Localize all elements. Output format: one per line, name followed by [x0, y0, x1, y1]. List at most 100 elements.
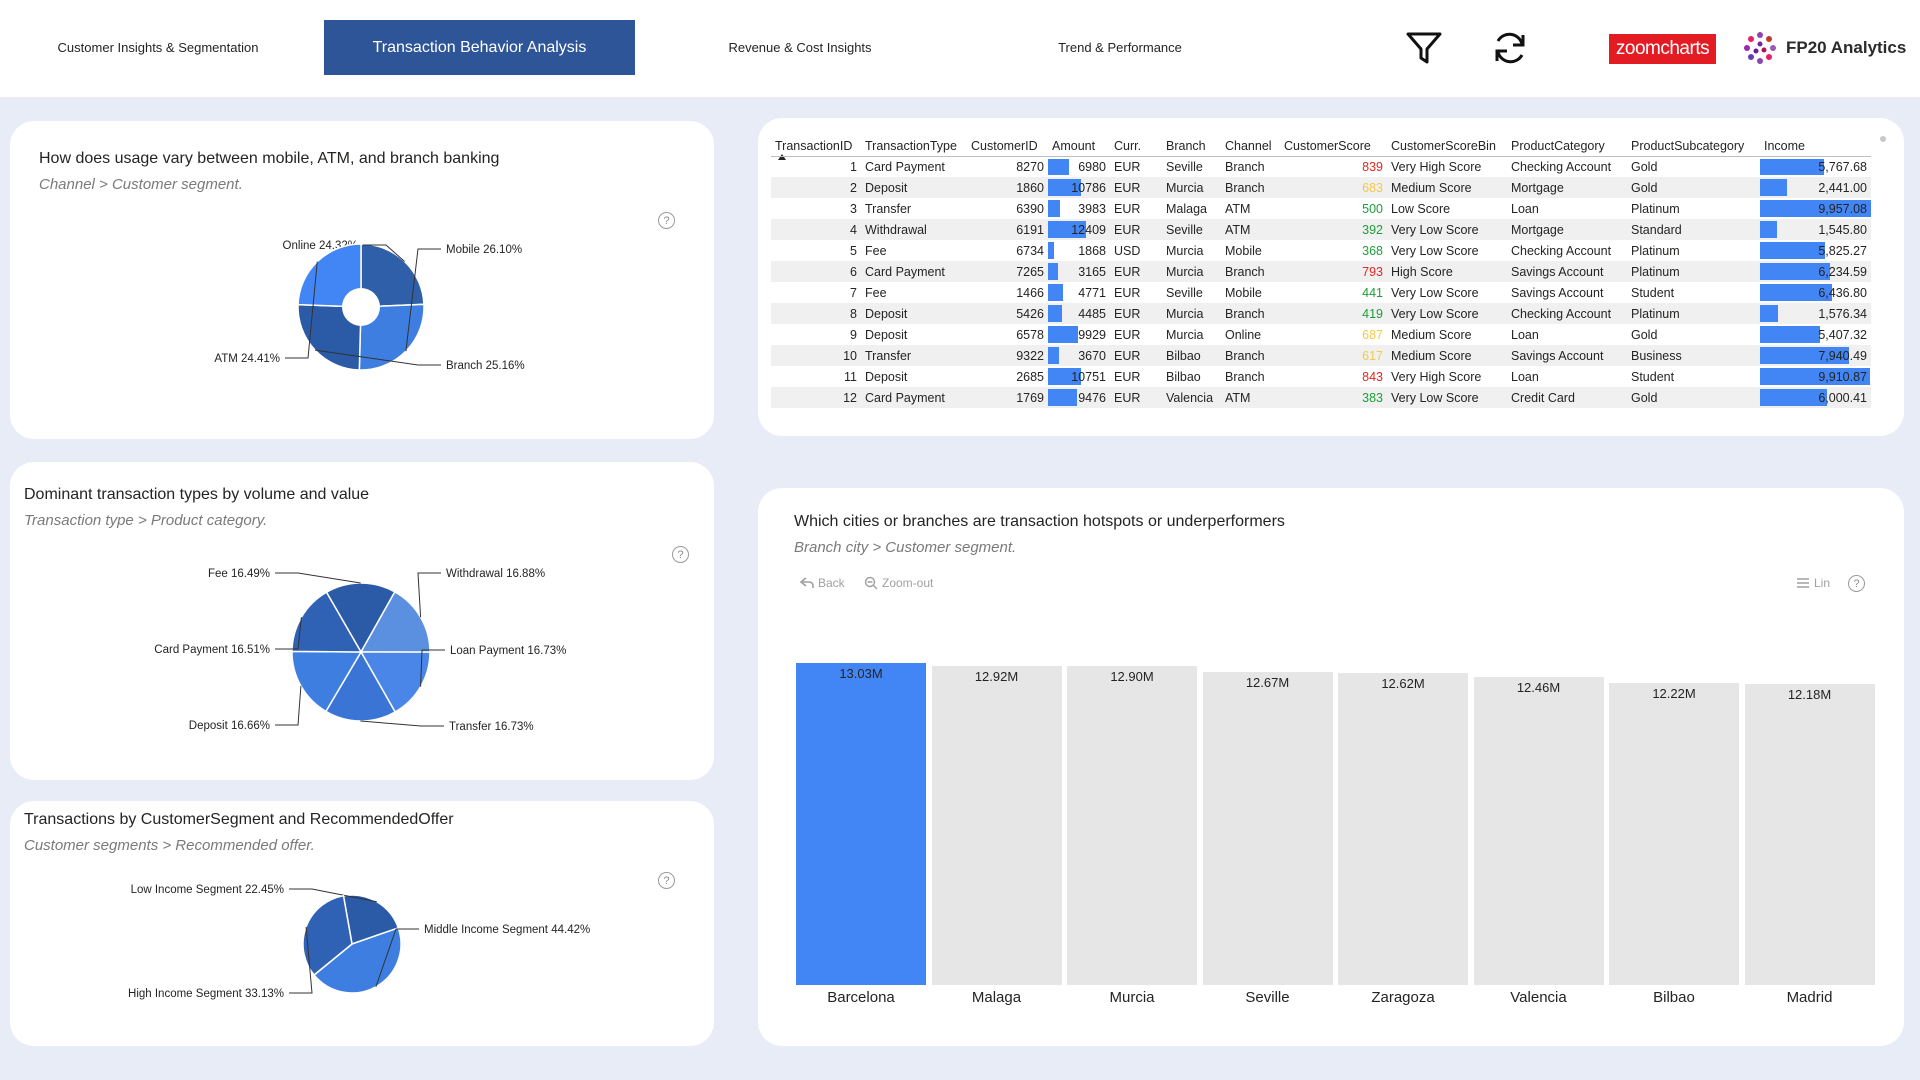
- types-pie-chart[interactable]: Fee 16.49% Withdrawal 16.88% Loan Payment …: [10, 462, 714, 780]
- table-row[interactable]: 5 Fee 6734 1868 USD Murcia Mobile 368 Very Low S…: [771, 240, 1871, 261]
- city-bar[interactable]: [931, 665, 1062, 985]
- pie-leader-line: [363, 244, 405, 262]
- city-bar[interactable]: [1744, 684, 1875, 985]
- zoom-out-button[interactable]: Zoom-out: [864, 576, 933, 590]
- back-button[interactable]: Back: [800, 576, 845, 590]
- cell-currency: EUR: [1110, 261, 1162, 282]
- table-row[interactable]: 7 Fee 1466 4771 EUR Seville Mobile 441 Very Low …: [771, 282, 1871, 303]
- table-row[interactable]: 12 Card Payment 1769 9476 EUR Valencia ATM 383 V…: [771, 387, 1871, 408]
- column-header[interactable]: TransactionType: [861, 136, 967, 157]
- filter-icon[interactable]: [1404, 28, 1444, 68]
- table-row[interactable]: 8 Deposit 5426 4485 EUR Murcia Branch 419 Very L…: [771, 303, 1871, 324]
- table-row[interactable]: 11 Deposit 2685 10751 EUR Bilbao Branch 843 Very…: [771, 366, 1871, 387]
- cell-customer-id: 6390: [1016, 201, 1044, 216]
- pie-slice[interactable]: [358, 303, 425, 371]
- cell-transaction-type: Transfer: [865, 201, 912, 216]
- pie-slice-label: Card Payment 16.51%: [154, 644, 270, 656]
- column-header[interactable]: CustomerScoreBin: [1387, 136, 1507, 157]
- amount-value: 4771: [1078, 285, 1106, 300]
- pie-slice-label: Withdrawal 16.88%: [446, 568, 545, 580]
- cell-currency: EUR: [1114, 369, 1141, 384]
- income-value: 5,407.32: [1818, 327, 1867, 342]
- tab-transaction-behavior[interactable]: Transaction Behavior Analysis: [324, 20, 635, 75]
- cell-customer-id: 9322: [967, 345, 1048, 366]
- income-value: 5,825.27: [1818, 243, 1867, 258]
- column-header[interactable]: ProductSubcategory: [1627, 136, 1760, 157]
- city-bar-value: 12.18M: [1787, 687, 1832, 702]
- pie-center-hole: [342, 288, 380, 326]
- cell-product-subcategory: Gold: [1627, 177, 1760, 198]
- column-header[interactable]: Income: [1760, 136, 1871, 157]
- cell-income: 9,957.08: [1760, 198, 1871, 219]
- city-bar[interactable]: [1202, 671, 1333, 985]
- column-header[interactable]: Branch: [1162, 136, 1221, 157]
- sort-ascending-icon[interactable]: [777, 153, 787, 161]
- city-bar[interactable]: [1609, 683, 1739, 985]
- cell-product-category: Checking Account: [1511, 159, 1612, 174]
- help-icon[interactable]: ?: [672, 546, 689, 563]
- cell-customer-score: 500: [1362, 201, 1383, 216]
- help-icon[interactable]: ?: [1848, 575, 1865, 592]
- cell-transaction-id: 11: [844, 369, 857, 384]
- list-icon: [1797, 578, 1809, 588]
- cell-amount: 3165: [1048, 261, 1110, 282]
- amount-bar: [1048, 221, 1086, 238]
- income-bar: [1760, 158, 1825, 175]
- amount-value: 10786: [1071, 180, 1106, 195]
- cell-transaction-id: 8: [771, 303, 861, 324]
- cell-customer-score: 683: [1280, 177, 1387, 198]
- cell-transaction-id: 5: [850, 243, 857, 258]
- cell-score-bin: Very Low Score: [1387, 219, 1507, 240]
- cell-amount: 4771: [1048, 282, 1110, 303]
- cell-customer-id: 6191: [967, 219, 1048, 240]
- column-header[interactable]: TransactionID: [771, 136, 861, 157]
- cell-product-category: Mortgage: [1507, 177, 1627, 198]
- pie-slice[interactable]: [325, 582, 396, 654]
- table-row[interactable]: 3 Transfer 6390 3983 EUR Malaga ATM 500 Low Scor…: [771, 198, 1871, 219]
- table-row[interactable]: 2 Deposit 1860 10786 EUR Murcia Branch 683 Mediu…: [771, 177, 1871, 198]
- pie-slice-label: Mobile 26.10%: [446, 244, 522, 256]
- cell-income: 5,407.32: [1760, 324, 1871, 345]
- pie-leader-line: [360, 720, 444, 727]
- city-bar[interactable]: [796, 663, 926, 985]
- column-header[interactable]: Amount: [1048, 136, 1110, 157]
- city-axis-label: Seville: [1245, 989, 1290, 1006]
- tab-trend-performance[interactable]: Trend & Performance: [1058, 40, 1182, 55]
- column-header[interactable]: CustomerID: [967, 136, 1048, 157]
- amount-value: 12409: [1071, 222, 1106, 237]
- column-header[interactable]: Channel: [1221, 136, 1280, 157]
- segment-pie-chart[interactable]: Low Income Segment 22.45% Middle Income S…: [10, 801, 714, 1046]
- column-header[interactable]: ProductCategory: [1507, 136, 1627, 157]
- amount-bar: [1048, 284, 1063, 301]
- table-row[interactable]: 6 Card Payment 7265 3165 EUR Murcia Branch 793 H…: [771, 261, 1871, 282]
- table-row[interactable]: 10 Transfer 9322 3670 EUR Bilbao Branch 617 Medi…: [771, 345, 1871, 366]
- help-icon[interactable]: ?: [658, 872, 675, 889]
- column-header[interactable]: Curr.: [1110, 136, 1162, 157]
- income-value: 6,234.59: [1818, 264, 1867, 279]
- cell-customer-score: 392: [1280, 219, 1387, 240]
- tab-customer-insights[interactable]: Customer Insights & Segmentation: [57, 40, 259, 55]
- scrollbar-thumb[interactable]: [1880, 136, 1886, 142]
- amount-value: 3670: [1078, 348, 1106, 363]
- table-row[interactable]: 9 Deposit 6578 9929 EUR Murcia Online 687 Medium…: [771, 324, 1871, 345]
- cell-product-category: Savings Account: [1511, 285, 1604, 300]
- pie-slice[interactable]: [359, 590, 431, 653]
- tab-revenue-cost[interactable]: Revenue & Cost Insights: [728, 40, 872, 55]
- table-row[interactable]: 4 Withdrawal 6191 12409 EUR Seville ATM 392 Very…: [771, 219, 1871, 240]
- cell-product-category: Savings Account: [1507, 261, 1627, 282]
- city-bar[interactable]: [1067, 666, 1197, 985]
- cell-transaction-type: Deposit: [865, 369, 908, 384]
- usage-pie-chart[interactable]: Online 24.32% Mobile 26.10%Branch 25.16%A…: [10, 121, 714, 439]
- table-row[interactable]: 1 Card Payment 8270 6980 EUR Seville Branch 839…: [771, 156, 1871, 177]
- column-header[interactable]: CustomerScore: [1280, 136, 1387, 157]
- pie-slice[interactable]: [291, 650, 363, 713]
- amount-value: 3983: [1078, 201, 1106, 216]
- city-bar[interactable]: [1338, 673, 1468, 985]
- city-bar[interactable]: [1473, 677, 1604, 985]
- cell-branch: Seville: [1166, 285, 1203, 300]
- pie-slice[interactable]: [324, 650, 397, 722]
- refresh-icon[interactable]: [1490, 28, 1530, 68]
- scale-toggle[interactable]: Lin: [1796, 576, 1830, 590]
- help-icon[interactable]: ?: [658, 212, 675, 229]
- city-bar-value: 12.67M: [1245, 674, 1290, 690]
